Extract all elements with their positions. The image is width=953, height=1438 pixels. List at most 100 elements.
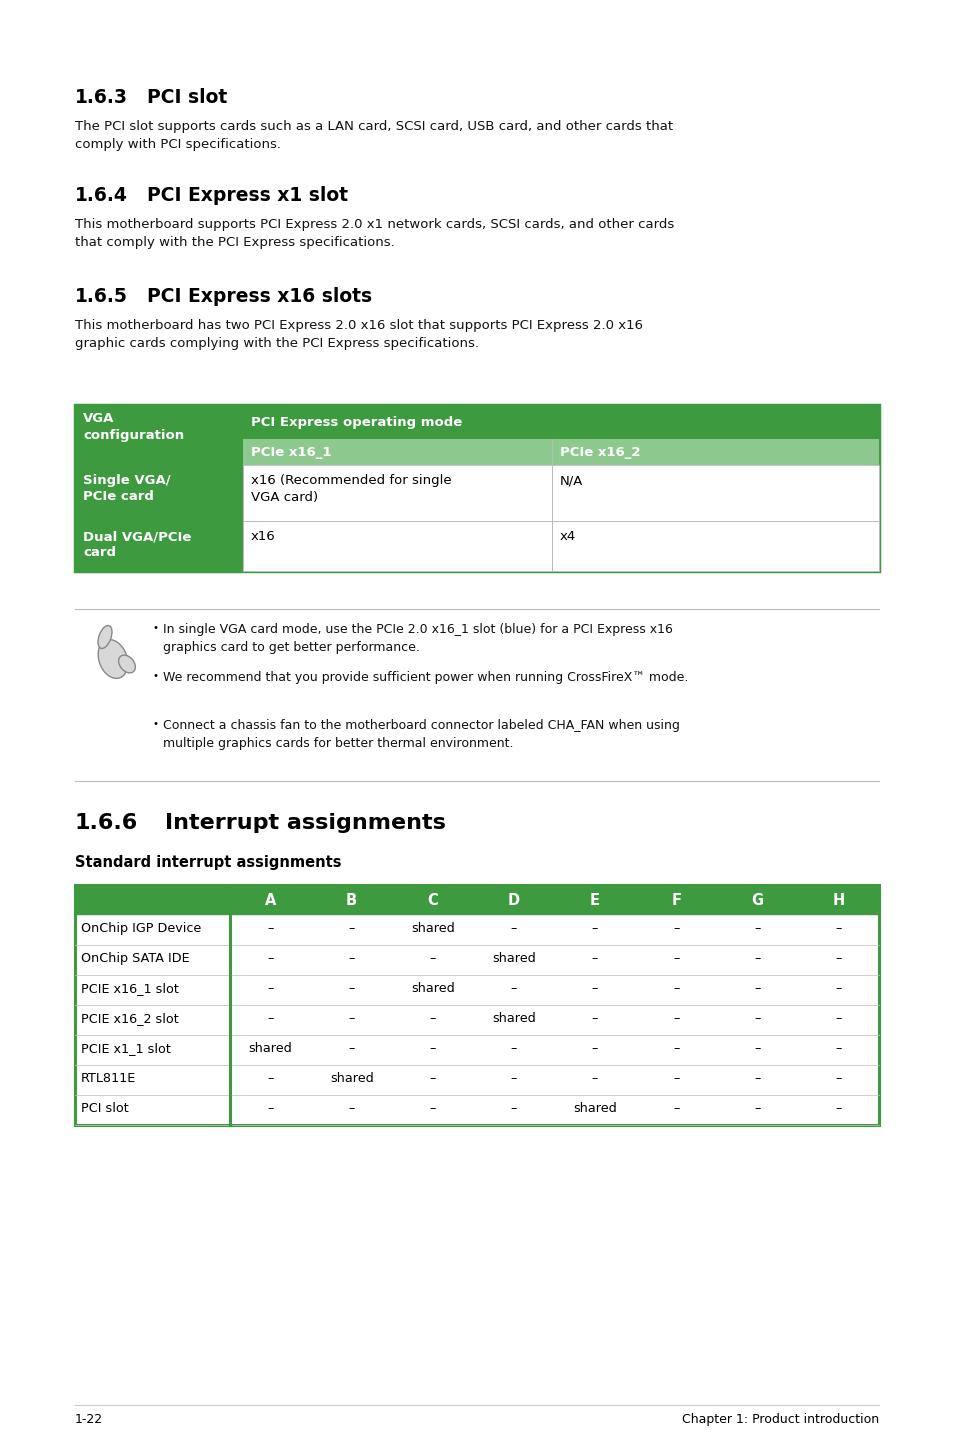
Text: –: –: [510, 982, 517, 995]
Text: shared: shared: [330, 1071, 374, 1086]
Text: C: C: [427, 893, 437, 907]
Text: G: G: [750, 893, 762, 907]
Bar: [552, 521, 878, 571]
Text: –: –: [835, 922, 841, 935]
Text: –: –: [591, 1071, 598, 1086]
Text: –: –: [348, 1012, 355, 1025]
Bar: [75, 1066, 878, 1094]
Text: E: E: [590, 893, 599, 907]
Text: PCIe x16_2: PCIe x16_2: [559, 446, 639, 459]
Text: –: –: [429, 1012, 436, 1025]
Text: 1.6.4: 1.6.4: [75, 186, 128, 206]
Text: –: –: [753, 922, 760, 935]
Text: x16 (Recommended for single
VGA card): x16 (Recommended for single VGA card): [251, 475, 451, 503]
Text: Interrupt assignments: Interrupt assignments: [165, 812, 445, 833]
Bar: [75, 945, 878, 975]
Text: –: –: [753, 952, 760, 965]
Text: OnChip SATA IDE: OnChip SATA IDE: [81, 952, 190, 965]
Text: –: –: [672, 952, 679, 965]
Bar: [552, 464, 878, 521]
Bar: [75, 1035, 878, 1066]
Text: –: –: [672, 1071, 679, 1086]
Text: –: –: [348, 922, 355, 935]
Bar: [75, 406, 878, 439]
Text: F: F: [671, 893, 680, 907]
Text: PCI Express x1 slot: PCI Express x1 slot: [147, 186, 348, 206]
Text: –: –: [835, 1012, 841, 1025]
Ellipse shape: [98, 640, 128, 679]
Text: –: –: [672, 1102, 679, 1114]
Text: –: –: [672, 982, 679, 995]
Bar: [243, 521, 552, 571]
Text: –: –: [267, 982, 274, 995]
Text: –: –: [510, 1043, 517, 1055]
Text: –: –: [348, 1102, 355, 1114]
Bar: [75, 975, 878, 1005]
Text: –: –: [348, 982, 355, 995]
Text: –: –: [510, 1071, 517, 1086]
Text: shared: shared: [249, 1043, 293, 1055]
Text: RTL811E: RTL811E: [81, 1071, 136, 1086]
Bar: [75, 1005, 878, 1035]
Text: –: –: [429, 1071, 436, 1086]
Text: •: •: [152, 623, 159, 633]
Text: PCI Express x16 slots: PCI Express x16 slots: [147, 288, 372, 306]
Text: –: –: [835, 1102, 841, 1114]
Text: –: –: [591, 982, 598, 995]
Text: x16: x16: [251, 531, 275, 544]
Text: The PCI slot supports cards such as a LAN card, SCSI card, USB card, and other c: The PCI slot supports cards such as a LA…: [75, 119, 673, 151]
Text: –: –: [510, 922, 517, 935]
Text: –: –: [753, 982, 760, 995]
Text: PCIE x16_1 slot: PCIE x16_1 slot: [81, 982, 179, 995]
Text: –: –: [753, 1102, 760, 1114]
Text: –: –: [591, 922, 598, 935]
Bar: [75, 464, 243, 521]
Text: Standard interrupt assignments: Standard interrupt assignments: [75, 856, 341, 870]
Text: –: –: [591, 952, 598, 965]
Bar: [75, 406, 878, 571]
Text: –: –: [835, 1071, 841, 1086]
Bar: [75, 521, 243, 571]
Text: PCI Express operating mode: PCI Express operating mode: [251, 416, 462, 429]
Text: H: H: [831, 893, 843, 907]
Bar: [75, 439, 243, 464]
Text: A: A: [265, 893, 276, 907]
Text: –: –: [348, 1043, 355, 1055]
Text: –: –: [348, 952, 355, 965]
Text: –: –: [591, 1043, 598, 1055]
Text: 1.6.3: 1.6.3: [75, 88, 128, 106]
Ellipse shape: [98, 626, 112, 649]
Text: Single VGA/
PCIe card: Single VGA/ PCIe card: [83, 475, 171, 503]
Text: –: –: [753, 1071, 760, 1086]
Bar: [75, 884, 878, 1125]
Text: VGA
configuration: VGA configuration: [83, 413, 184, 441]
Text: –: –: [753, 1012, 760, 1025]
Text: –: –: [591, 1012, 598, 1025]
Text: This motherboard has two PCI Express 2.0 x16 slot that supports PCI Express 2.0 : This motherboard has two PCI Express 2.0…: [75, 319, 642, 349]
Bar: [75, 884, 878, 915]
Text: 1.6.6: 1.6.6: [75, 812, 138, 833]
Text: OnChip IGP Device: OnChip IGP Device: [81, 922, 201, 935]
Text: 1-22: 1-22: [75, 1414, 103, 1426]
Text: –: –: [753, 1043, 760, 1055]
Text: 1.6.5: 1.6.5: [75, 288, 128, 306]
Text: Dual VGA/PCIe
card: Dual VGA/PCIe card: [83, 531, 192, 559]
Text: D: D: [507, 893, 519, 907]
Text: –: –: [835, 982, 841, 995]
Text: –: –: [672, 1043, 679, 1055]
Text: We recommend that you provide sufficient power when running CrossFireX™ mode.: We recommend that you provide sufficient…: [163, 672, 688, 684]
Text: –: –: [672, 1012, 679, 1025]
Text: –: –: [835, 952, 841, 965]
Text: –: –: [267, 1102, 274, 1114]
Text: –: –: [429, 1043, 436, 1055]
Text: x4: x4: [559, 531, 576, 544]
Text: –: –: [429, 952, 436, 965]
Text: Chapter 1: Product introduction: Chapter 1: Product introduction: [681, 1414, 878, 1426]
Text: –: –: [267, 1012, 274, 1025]
Ellipse shape: [118, 656, 135, 673]
Bar: [243, 439, 878, 464]
Text: PCI slot: PCI slot: [147, 88, 227, 106]
Text: This motherboard supports PCI Express 2.0 x1 network cards, SCSI cards, and othe: This motherboard supports PCI Express 2.…: [75, 219, 674, 249]
Text: •: •: [152, 719, 159, 729]
Text: B: B: [346, 893, 356, 907]
